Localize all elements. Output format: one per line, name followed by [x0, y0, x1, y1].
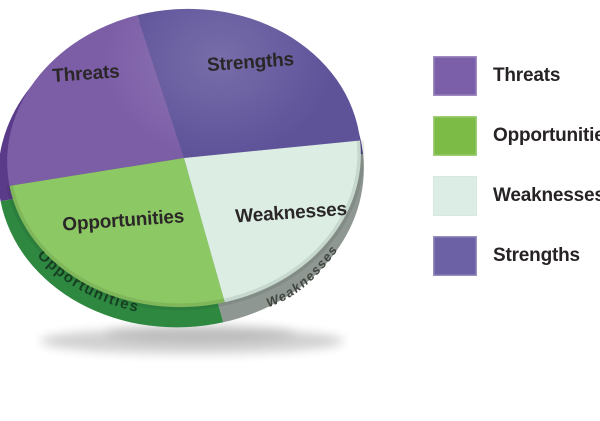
weaknesses-legend-swatch — [433, 176, 477, 216]
threats-slice-label: Threats — [52, 61, 121, 87]
opportunities-legend-swatch — [433, 116, 477, 156]
legend-item-threats: Threats — [433, 56, 600, 96]
legend-item-opportunities: Opportunities — [433, 116, 600, 156]
legend-label-threats: Threats — [493, 65, 561, 86]
legend-label-strengths: Strengths — [493, 245, 580, 266]
threats-swatch-rect — [433, 56, 477, 96]
pie-drop-shadow-core — [105, 324, 295, 342]
strengths-legend-swatch — [433, 236, 477, 276]
legend-label-opportunities: Opportunities — [493, 125, 600, 146]
chart-legend: Threats Opportunities Weaknesses Strengt… — [433, 56, 600, 276]
legend-item-strengths: Strengths — [433, 236, 600, 276]
weaknesses-swatch-rect — [433, 176, 477, 216]
threats-legend-swatch — [433, 56, 477, 96]
legend-item-weaknesses: Weaknesses — [433, 176, 600, 216]
opportunities-swatch-rect — [433, 116, 477, 156]
pie-face-highlight — [7, 8, 361, 308]
strengths-swatch-rect — [433, 236, 477, 276]
legend-label-weaknesses: Weaknesses — [493, 185, 600, 206]
